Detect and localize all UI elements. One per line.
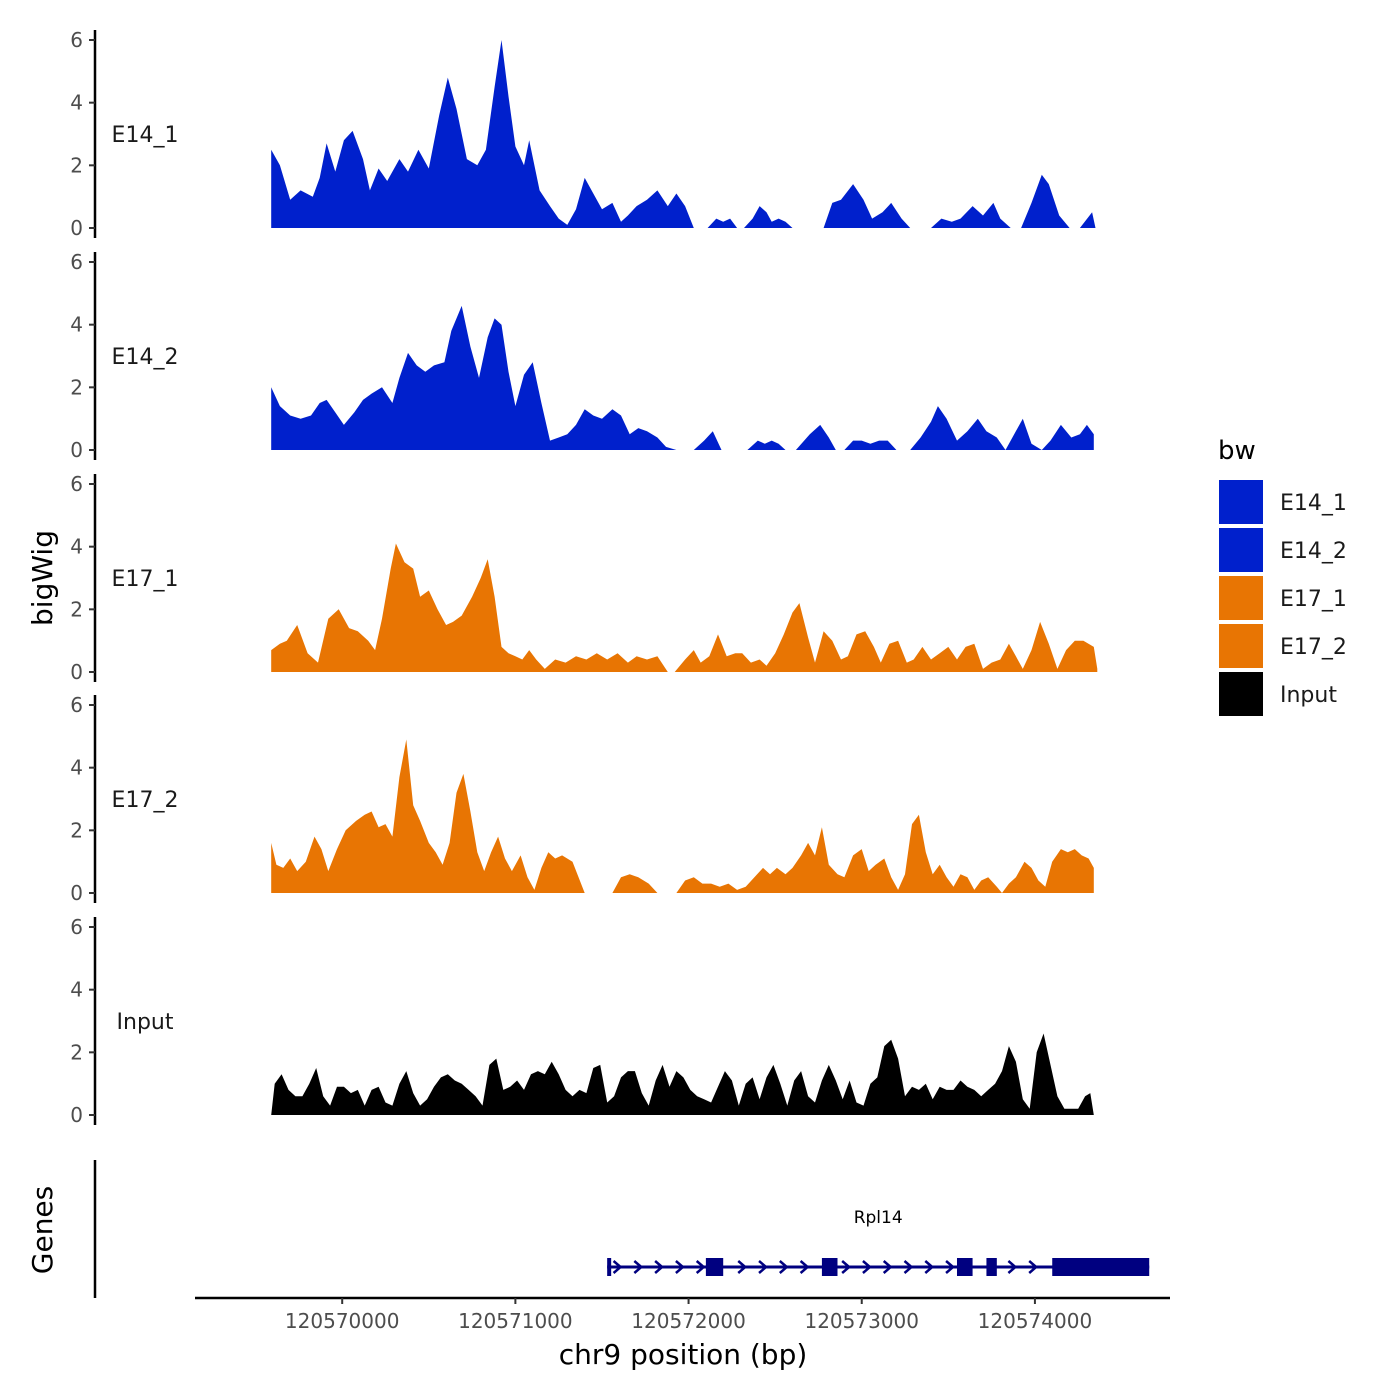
area-E14_2 [271,305,1094,450]
track-label-Input: Input [117,1010,174,1035]
track-label-E17_2: E17_2 [112,788,179,813]
area-E14_1 [271,40,1096,228]
x-axis: 120570000 120571000 120572000 120573000 1205… [195,1296,1170,1333]
x-tick-label-120574000: 120574000 [978,1309,1093,1333]
y-tick-label-Input-6: 6 [70,915,83,939]
gene-track: Rpl14 [93,1160,1150,1298]
y-axis-title: bigWig [26,530,59,626]
area-Input [271,1033,1094,1115]
gene-strand-arrow [675,1260,685,1274]
track-label-E14_2: E14_2 [112,345,179,370]
gene-strand-arrow [695,1260,706,1274]
y-tick-label-E17_1-0: 0 [70,660,83,684]
track-label-E17_1: E17_1 [112,567,179,592]
gene-exon-1 [607,1258,612,1276]
y-tick-label-E17_2-2: 2 [70,818,83,842]
gene-exon-3 [821,1258,838,1276]
x-tick-label-120570000: 120570000 [285,1309,400,1333]
gene-exon-6 [1052,1258,1150,1276]
track-E14_1: 0 2 4 6 E14_1 [70,28,1096,240]
gene-strand-arrow [924,1260,935,1274]
y-tick-label-E14_1-6: 6 [70,28,83,52]
tracks-layer: 0 2 4 6 E14_1 0 2 4 6 E14_2 0 2 4 6 E17_1 0 2 4 6 E17_2 0 2 4 6… [70,28,1098,1127]
area-E17_1 [271,543,1098,672]
gene-strand-arrow [945,1260,955,1274]
legend: bw E14_1 E14_2 E17_1 E17_2 Input [1218,436,1347,716]
gene-strand-arrow [654,1260,665,1274]
y-tick-label-E14_2-2: 2 [70,375,83,399]
y-tick-label-E14_1-4: 4 [70,91,83,115]
y-tick-label-E17_1-6: 6 [70,472,83,496]
legend-label-E17_2: E17_2 [1280,635,1347,660]
gene-strand-arrow [799,1260,810,1274]
gene-strand-arrow [612,1260,623,1274]
y-tick-label-E17_2-6: 6 [70,693,83,717]
gene-exon-2 [705,1258,724,1276]
legend-key-E17_1 [1219,576,1263,620]
track-E14_2: 0 2 4 6 E14_2 [70,250,1094,462]
y-tick-label-E14_1-2: 2 [70,153,83,177]
y-tick-label-E14_2-4: 4 [70,313,83,337]
track-E17_2: 0 2 4 6 E17_2 [70,693,1094,905]
y-tick-label-E14_2-0: 0 [70,438,83,462]
gene-Rpl14: Rpl14 [607,1208,1150,1276]
x-tick-label-120571000: 120571000 [458,1309,573,1333]
y-tick-label-E14_1-0: 0 [70,216,83,240]
track-E17_1: 0 2 4 6 E17_1 [70,472,1098,684]
y-tick-label-E17_1-4: 4 [70,535,83,559]
legend-label-E17_1: E17_1 [1280,587,1347,612]
gene-strand-arrow [882,1260,893,1274]
legend-title: bw [1218,436,1256,466]
legend-label-Input: Input [1280,683,1337,708]
y-tick-label-E14_2-6: 6 [70,250,83,274]
legend-label-E14_1: E14_1 [1280,491,1347,516]
y-tick-label-Input-4: 4 [70,978,83,1002]
y-tick-label-E17_2-0: 0 [70,881,83,905]
y-tick-label-E17_1-2: 2 [70,597,83,621]
area-E17_2 [271,739,1094,893]
gene-exon-5 [986,1258,997,1276]
gene-strand-arrow [758,1260,768,1274]
gene-strand-arrow [841,1260,852,1274]
gene-label: Rpl14 [854,1208,903,1228]
track-Input: 0 2 4 6 Input [70,915,1094,1127]
gene-strand-arrow [633,1260,644,1274]
y-tick-label-Input-0: 0 [70,1103,83,1127]
gene-track-title: Genes [26,1186,59,1274]
gene-strand-arrow [737,1260,748,1274]
x-tick-label-120572000: 120572000 [631,1309,746,1333]
legend-key-E14_1 [1219,480,1263,524]
legend-key-Input [1219,672,1263,716]
y-tick-label-E17_2-4: 4 [70,756,83,780]
gene-strand-arrow [1028,1260,1039,1274]
gene-strand-arrow [862,1260,872,1274]
track-label-E14_1: E14_1 [112,123,179,148]
gene-exon-4 [956,1258,973,1276]
legend-label-E14_2: E14_2 [1280,539,1347,564]
gene-strand-arrow [1007,1260,1018,1274]
x-axis-title: chr9 position (bp) [559,1338,808,1371]
x-tick-label-120573000: 120573000 [804,1309,919,1333]
gene-strand-arrow [778,1260,789,1274]
legend-key-E17_2 [1219,624,1263,668]
y-tick-label-Input-2: 2 [70,1040,83,1064]
legend-key-E14_2 [1219,528,1263,572]
gene-strand-arrow [903,1260,914,1274]
